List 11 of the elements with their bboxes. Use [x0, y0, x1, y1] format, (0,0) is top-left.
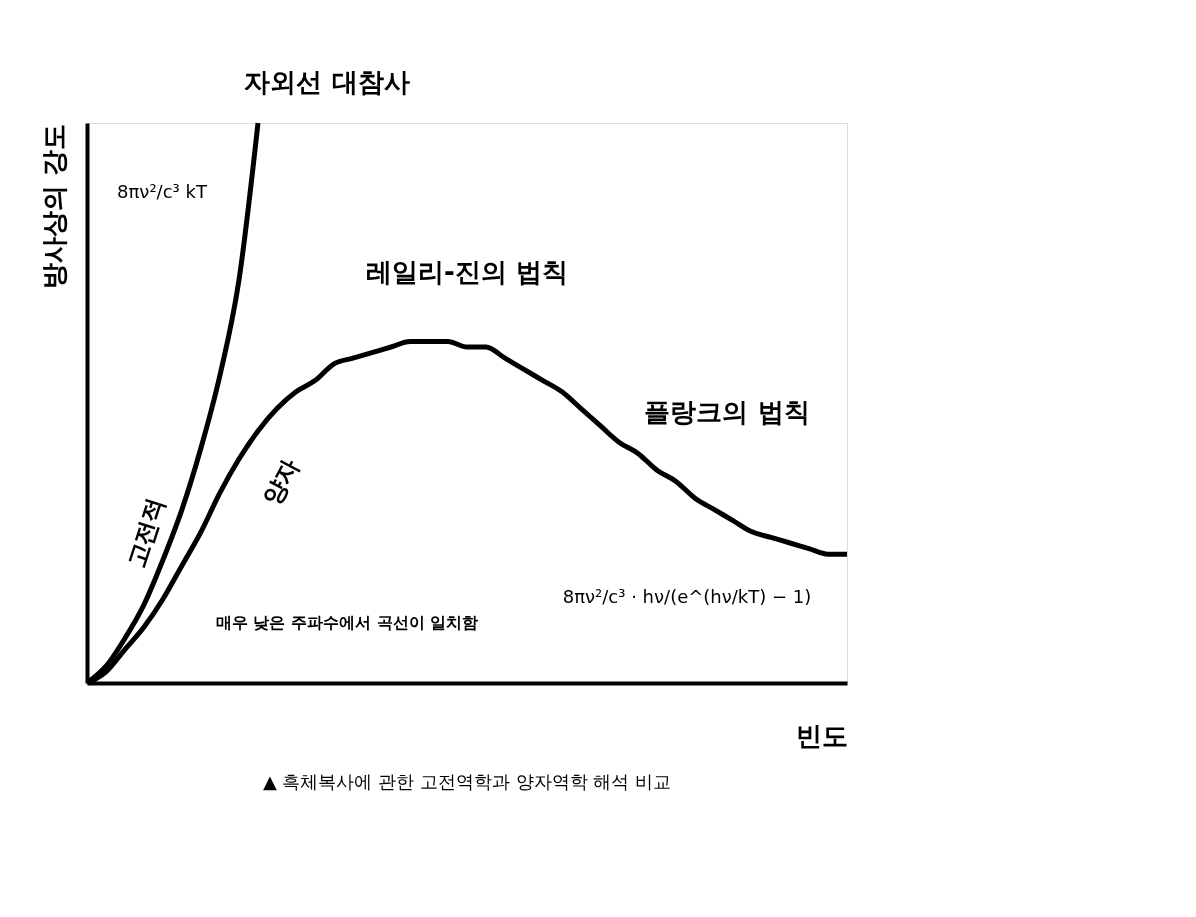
- text: 양자: [257, 454, 305, 511]
- text: 고전적: [121, 494, 171, 572]
- annotation: 8πν²/c³ kT: [117, 181, 208, 202]
- annotation: 8πν²/c³ · hν/(e^(hν/kT) − 1): [562, 586, 812, 607]
- annotation: 플랑크의 법칙: [644, 397, 810, 427]
- annotation: 레일리-진의 법칙: [366, 257, 568, 287]
- x-axis-title: 빈도: [795, 720, 848, 751]
- text: 자외선 대참사: [244, 67, 410, 97]
- y-axis-title: 방사상의 강도: [38, 123, 69, 289]
- text: ▲ 흑체복사에 관한 고전역학과 양자역학 해석 비교: [262, 771, 672, 792]
- annotation: 매우 낮은 주파수에서 곡선이 일치함: [215, 613, 479, 632]
